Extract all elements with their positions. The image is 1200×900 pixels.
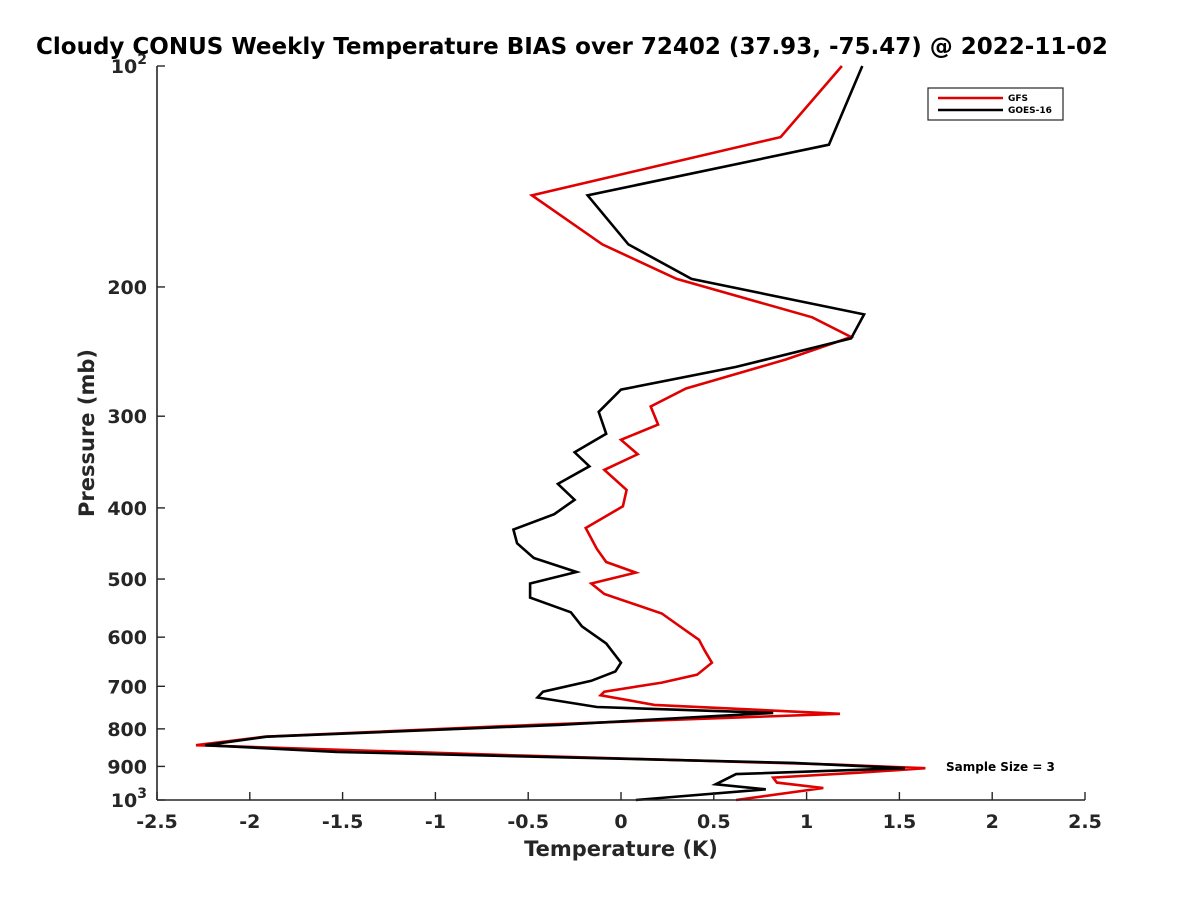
x-tick-label: -1 <box>425 811 446 833</box>
chart-title: Cloudy CONUS Weekly Temperature BIAS ove… <box>36 34 1108 60</box>
y-tick-label: 102 <box>111 52 147 78</box>
x-tick-label: 2.5 <box>1068 811 1102 833</box>
series-line-gfs <box>195 65 926 802</box>
y-tick-label: 300 <box>107 406 147 428</box>
y-axis-label: Pressure (mb) <box>75 349 99 517</box>
y-tick-label: 400 <box>107 498 147 520</box>
y-tick-label: 103 <box>111 786 147 812</box>
legend-label: GFS <box>1008 94 1028 104</box>
y-tick-label: 900 <box>107 756 147 778</box>
x-tick-label: 1 <box>800 811 813 833</box>
series-layer <box>195 65 926 802</box>
y-tick-label: 500 <box>107 569 147 591</box>
x-tick-label: 1.5 <box>883 811 917 833</box>
legend-box <box>927 87 1064 121</box>
y-tick-label: 600 <box>107 627 147 649</box>
legend: GFS GOES-16 <box>927 87 1064 121</box>
plot-area <box>156 65 1085 802</box>
x-tick-label: 0.5 <box>697 811 731 833</box>
y-tick-label: 200 <box>107 277 147 299</box>
y-tick-label: 800 <box>107 719 147 741</box>
sample-size-annotation: Sample Size = 3 <box>946 760 1055 774</box>
series-line-goes-16 <box>205 65 906 802</box>
x-axis-label: Temperature (K) <box>524 837 718 861</box>
x-tick-label: -2.5 <box>136 811 178 833</box>
legend-label: GOES-16 <box>1008 106 1052 116</box>
x-axis-ticks: -2.5 -2 -1.5 -1 -0.5 0 0.5 1 1.5 2 2.5 <box>136 792 1102 833</box>
x-tick-label: -1.5 <box>322 811 364 833</box>
x-tick-label: -0.5 <box>507 811 549 833</box>
x-tick-label: 0 <box>614 811 627 833</box>
y-tick-label: 700 <box>107 676 147 698</box>
x-tick-label: -2 <box>239 811 260 833</box>
y-axis-ticks: 102 200 300 400 500 600 700 800 900 103 <box>107 52 165 812</box>
x-tick-label: 2 <box>986 811 999 833</box>
